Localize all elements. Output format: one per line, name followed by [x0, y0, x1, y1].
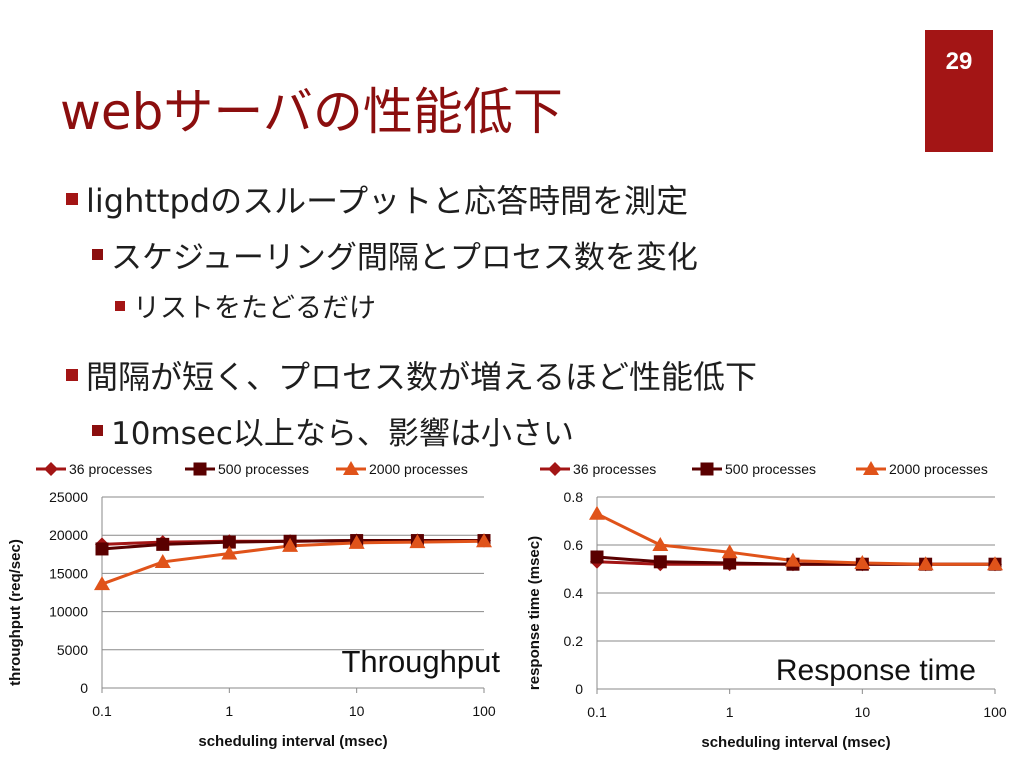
y-tick-label: 20000 — [49, 527, 88, 543]
y-tick-label: 10000 — [49, 604, 88, 620]
bullet-text: リストをたどるだけ — [133, 293, 376, 324]
y-tick-label: 0.4 — [564, 585, 584, 601]
triangle-marker — [784, 552, 801, 567]
legend-label: 2000 processes — [889, 461, 988, 477]
triangle-marker — [154, 553, 171, 568]
triangle-marker — [409, 534, 426, 549]
bullet-item: 間隔が短く、プロセス数が増えるほど性能低下 — [66, 352, 757, 398]
square-marker — [590, 550, 604, 564]
triangle-marker — [282, 537, 299, 552]
x-tick-label: 10 — [855, 704, 871, 720]
triangle-marker — [652, 537, 669, 551]
bullet-marker — [92, 425, 103, 436]
triangle-marker — [94, 576, 110, 591]
x-tick-label: 100 — [983, 704, 1007, 720]
y-axis-title: response time (msec) — [526, 536, 543, 690]
x-tick-label: 100 — [472, 703, 496, 719]
triangle-marker — [348, 534, 365, 549]
triangle-marker — [917, 556, 934, 571]
x-axis-title: scheduling interval (msec) — [701, 734, 890, 751]
bullet-marker — [92, 249, 103, 260]
square-marker — [222, 535, 236, 549]
square-marker — [156, 537, 170, 551]
bullet-text: lighttpdのスループットと応答時間を測定 — [86, 182, 689, 220]
legend-label: 500 processes — [218, 461, 309, 477]
bullet-text: スケジューリング間隔とプロセス数を変化 — [111, 240, 698, 276]
triangle-marker — [589, 505, 605, 520]
square-marker — [193, 462, 207, 476]
bullet-text: 10msec以上なら、影響は小さい — [111, 416, 574, 452]
slide-title: webサーバの性能低下 — [60, 83, 563, 141]
y-tick-label: 5000 — [57, 642, 88, 658]
triangle-marker — [854, 555, 871, 569]
bullet-item: lighttpdのスループットと応答時間を測定 — [66, 176, 688, 222]
y-tick-label: 15000 — [49, 565, 88, 581]
x-tick-label: 0.1 — [92, 703, 112, 719]
triangle-marker — [863, 461, 879, 475]
triangle-marker — [221, 545, 238, 560]
x-axis-title: scheduling interval (msec) — [198, 733, 387, 750]
x-tick-label: 10 — [349, 703, 365, 719]
legend-label: 36 processes — [69, 461, 152, 477]
x-tick-label: 0.1 — [587, 704, 607, 720]
y-tick-label: 0.6 — [564, 537, 584, 553]
y-axis-title: throughput (req/sec) — [7, 539, 24, 686]
legend-label: 2000 processes — [369, 461, 468, 477]
y-tick-label: 0 — [80, 680, 88, 696]
bullet-marker — [66, 193, 78, 205]
y-tick-label: 0.2 — [564, 633, 584, 649]
bullet-text: 間隔が短く、プロセス数が増えるほど性能低下 — [86, 358, 758, 396]
page-number: 29 — [945, 48, 973, 75]
y-tick-label: 0 — [575, 681, 583, 697]
throughput-chart: 0 5000 10000 15000 20000 25000 0.1 1 10 100 schedu… — [7, 461, 500, 750]
triangle-marker — [343, 461, 359, 475]
y-tick-label: 0.8 — [564, 489, 584, 505]
bullet-item: リストをたどるだけ — [115, 286, 376, 325]
legend-label: 36 processes — [573, 461, 656, 477]
triangle-marker — [987, 556, 1003, 571]
square-marker — [95, 542, 109, 556]
bullet-item: スケジューリング間隔とプロセス数を変化 — [92, 232, 698, 277]
triangle-marker — [476, 533, 492, 548]
chart-annotation: Throughput — [341, 644, 500, 679]
y-tick-label: 25000 — [49, 489, 88, 505]
x-tick-label: 1 — [726, 704, 734, 720]
square-marker — [700, 462, 714, 476]
page-number-badge: 29 — [925, 30, 993, 152]
response-time-chart: 0 0.2 0.4 0.6 0.8 0.1 1 10 100 scheduling interva… — [526, 461, 1007, 751]
triangle-marker — [721, 544, 738, 559]
diamond-marker — [44, 462, 58, 476]
x-tick-label: 1 — [225, 703, 233, 719]
bullet-item: 10msec以上なら、影響は小さい — [92, 408, 574, 453]
chart-annotation: Response time — [776, 654, 976, 687]
bullet-marker — [115, 300, 125, 311]
square-marker — [723, 556, 737, 570]
square-marker — [653, 555, 667, 569]
bullet-marker — [66, 369, 78, 381]
diamond-marker — [548, 462, 562, 476]
legend-label: 500 processes — [725, 461, 816, 477]
